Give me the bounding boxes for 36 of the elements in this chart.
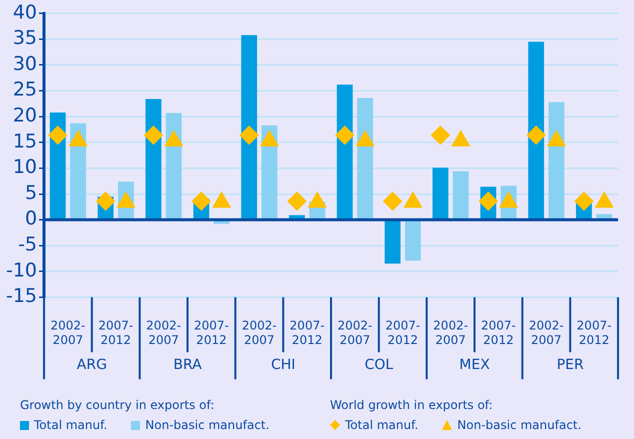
text: ARG: [76, 356, 107, 373]
x-tick-label: 2002-2007: [146, 318, 182, 347]
y-tick-label: 20: [12, 104, 38, 127]
legend-label: Non-basic manufact.: [144, 418, 270, 432]
text: World growth in exports of:: [330, 398, 494, 412]
text: CHI: [270, 356, 296, 373]
y-tick-label: -5: [18, 234, 38, 256]
x-tick-label: 2007-2012: [481, 318, 516, 347]
y-tick-label: 25: [12, 78, 38, 101]
y-tick-label: 5: [24, 182, 38, 204]
legend-title: Growth by country in exports of:: [20, 398, 216, 412]
y-tick-label: 0: [24, 208, 38, 230]
legend-label: Non-basic manufact.: [456, 418, 582, 432]
x-tick-label: 2007-2012: [385, 318, 420, 347]
x-tick-label: 2007-2012: [194, 318, 229, 347]
y-tick-label: -15: [6, 285, 38, 308]
x-tick-label: 2002-2007: [528, 318, 564, 347]
text: MEX: [459, 356, 490, 373]
text: PER: [556, 356, 584, 373]
x-tick-label: 2007-2012: [290, 318, 325, 347]
y-tick-label: 10: [12, 156, 38, 178]
x-tick-label: 2002-2007: [242, 318, 277, 347]
y-tick-label: -10: [6, 259, 38, 282]
text: BRA: [173, 356, 202, 373]
x-tick-label: 2002-2007: [50, 318, 86, 347]
y-tick-label: 35: [12, 27, 38, 50]
x-tick-label: 2002-2007: [433, 318, 468, 347]
y-tick-label: 15: [12, 130, 38, 152]
text: COL: [364, 356, 394, 373]
x-tick-label: 2007-2012: [98, 318, 134, 347]
y-tick-label: 40: [12, 1, 38, 24]
legend-label: Total manuf.: [33, 418, 108, 432]
y-tick-label: 30: [12, 52, 38, 75]
x-tick-label: 2007-2012: [576, 318, 612, 347]
legend-label: Total manuf.: [344, 418, 418, 432]
x-tick-label: 2002-2007: [338, 318, 372, 347]
